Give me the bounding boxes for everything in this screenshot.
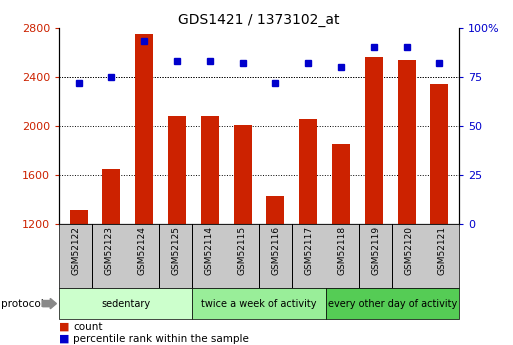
Bar: [70, 209, 88, 224]
Bar: [103, 169, 121, 224]
Text: ■: ■: [59, 322, 69, 332]
Bar: [398, 60, 416, 224]
Text: GSM52117: GSM52117: [305, 226, 313, 275]
Text: GSM52125: GSM52125: [171, 226, 180, 275]
Text: percentile rank within the sample: percentile rank within the sample: [73, 334, 249, 344]
Text: GSM52115: GSM52115: [238, 226, 247, 275]
Text: GSM52119: GSM52119: [371, 226, 380, 275]
Bar: [332, 144, 350, 224]
Bar: [266, 196, 285, 224]
Bar: [135, 34, 153, 224]
Bar: [299, 119, 317, 224]
Bar: [233, 125, 252, 224]
Text: twice a week of activity: twice a week of activity: [201, 299, 317, 308]
Text: every other day of activity: every other day of activity: [328, 299, 457, 308]
Bar: [430, 84, 448, 224]
Text: GSM52123: GSM52123: [105, 226, 113, 275]
Bar: [168, 116, 186, 224]
Text: GSM52116: GSM52116: [271, 226, 280, 275]
Text: count: count: [73, 322, 103, 332]
Text: sedentary: sedentary: [101, 299, 150, 308]
Text: GSM52120: GSM52120: [405, 226, 413, 275]
Text: GSM52118: GSM52118: [338, 226, 347, 275]
Text: GSM52122: GSM52122: [71, 226, 80, 275]
Bar: [365, 57, 383, 224]
Text: protocol: protocol: [1, 299, 44, 308]
Title: GDS1421 / 1373102_at: GDS1421 / 1373102_at: [179, 12, 340, 27]
Text: GSM52114: GSM52114: [205, 226, 213, 275]
Bar: [201, 116, 219, 224]
Text: ■: ■: [59, 334, 69, 344]
Text: GSM52124: GSM52124: [138, 226, 147, 275]
Text: GSM52121: GSM52121: [438, 226, 447, 275]
